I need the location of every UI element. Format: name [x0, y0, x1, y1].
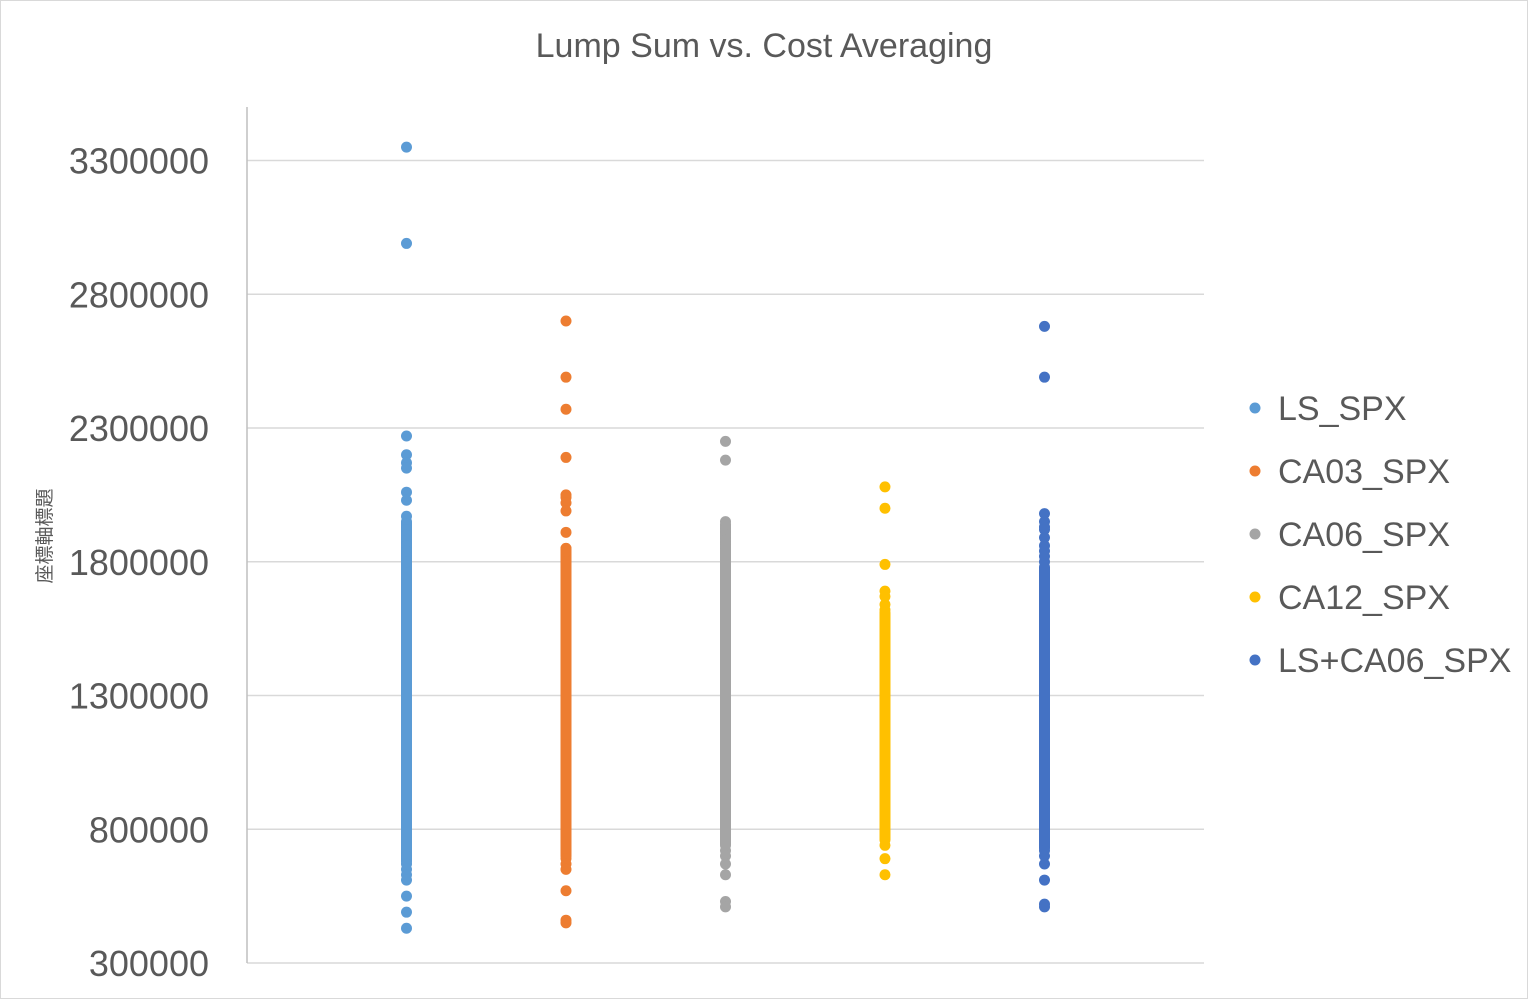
legend-label: CA03_SPX	[1278, 453, 1450, 491]
data-point-ca06-spx	[720, 454, 731, 466]
legend-marker	[1249, 654, 1261, 666]
data-point-ca06-spx	[720, 901, 731, 913]
data-point-ca03-spx	[560, 545, 572, 557]
data-point-ls-ca06-spx	[1039, 874, 1050, 886]
data-point-ls-spx	[401, 430, 412, 442]
data-point-ca03-spx	[560, 526, 572, 538]
data-point-ca12-spx	[879, 604, 891, 616]
data-point-ca06-spx	[720, 435, 731, 447]
data-point-ca12-spx	[879, 853, 891, 865]
data-points	[401, 141, 1050, 934]
y-tick-label: 1300000	[69, 676, 209, 717]
data-point-ca12-spx	[879, 869, 891, 881]
y-tick-label: 800000	[89, 809, 209, 850]
data-point-ca06-spx	[720, 516, 731, 528]
data-point-ls-ca06-spx	[1039, 508, 1050, 520]
data-point-ca06-spx	[720, 869, 731, 881]
data-point-ca03-spx	[560, 451, 572, 463]
legend-marker	[1249, 465, 1261, 477]
data-point-ca03-spx	[560, 505, 572, 517]
data-point-ca06-spx	[720, 858, 731, 870]
data-point-ca03-spx	[560, 371, 572, 383]
data-point-ca12-spx	[879, 481, 891, 493]
data-point-ls-ca06-spx	[1039, 858, 1050, 870]
data-point-ca03-spx	[560, 917, 572, 929]
data-point-ca12-spx	[879, 839, 891, 851]
data-point-ls-ca06-spx	[1039, 524, 1050, 536]
data-point-ca06-spx	[720, 540, 731, 552]
data-point-ls-ca06-spx	[1039, 320, 1050, 332]
y-tick-label: 2800000	[69, 274, 209, 315]
legend-label: LS+CA06_SPX	[1278, 642, 1511, 680]
data-point-ca12-spx	[879, 591, 891, 603]
data-point-ls-spx	[401, 874, 412, 886]
y-tick-label: 300000	[89, 943, 209, 984]
data-point-ca03-spx	[560, 497, 572, 509]
chart-title: Lump Sum vs. Cost Averaging	[536, 27, 993, 65]
data-point-ls-spx	[401, 449, 412, 461]
y-axis-title: 座標軸標題	[34, 488, 56, 583]
data-point-ca03-spx	[560, 863, 572, 875]
legend-marker	[1249, 528, 1261, 540]
data-point-ls-spx	[401, 850, 412, 862]
data-point-ca06-spx	[720, 850, 731, 862]
legend-marker	[1249, 402, 1261, 414]
data-point-ca03-spx	[560, 403, 572, 415]
legend-marker	[1249, 591, 1261, 603]
y-tick-label: 1800000	[69, 542, 209, 583]
data-point-ls-spx	[401, 906, 412, 918]
legend-label: CA12_SPX	[1278, 579, 1450, 617]
data-point-ls-ca06-spx	[1039, 532, 1050, 544]
data-point-ls-ca06-spx	[1039, 371, 1050, 383]
data-point-ls-spx	[401, 494, 412, 506]
legend-label: CA06_SPX	[1278, 516, 1450, 554]
data-point-ca03-spx	[560, 315, 572, 327]
y-tick-label: 2300000	[69, 408, 209, 449]
data-point-ls-spx	[401, 510, 412, 522]
data-point-ls-spx	[401, 556, 412, 568]
data-point-ls-spx	[401, 922, 412, 934]
y-tick-labels: 300000 800000 1300000 1800000 2300000 2800000…	[69, 141, 209, 985]
y-tick-label: 3300000	[69, 141, 209, 182]
data-point-ca03-spx	[560, 885, 572, 897]
data-point-ls-spx	[401, 486, 412, 498]
data-point-ls-spx	[401, 890, 412, 902]
data-point-ls-spx	[401, 237, 412, 249]
data-point-ls-spx	[401, 141, 412, 153]
data-point-ca12-spx	[879, 558, 891, 570]
data-point-ls-spx	[401, 462, 412, 474]
data-point-ca12-spx	[879, 502, 891, 514]
data-point-ls-ca06-spx	[1039, 901, 1050, 913]
legend-label: LS_SPX	[1278, 390, 1407, 428]
data-point-ls-ca06-spx	[1039, 850, 1050, 862]
legend: LS_SPX CA03_SPX CA06_SPX CA12_SPX LS+CA06_SP…	[1249, 390, 1511, 680]
data-point-ls-ca06-spx	[1039, 556, 1050, 568]
